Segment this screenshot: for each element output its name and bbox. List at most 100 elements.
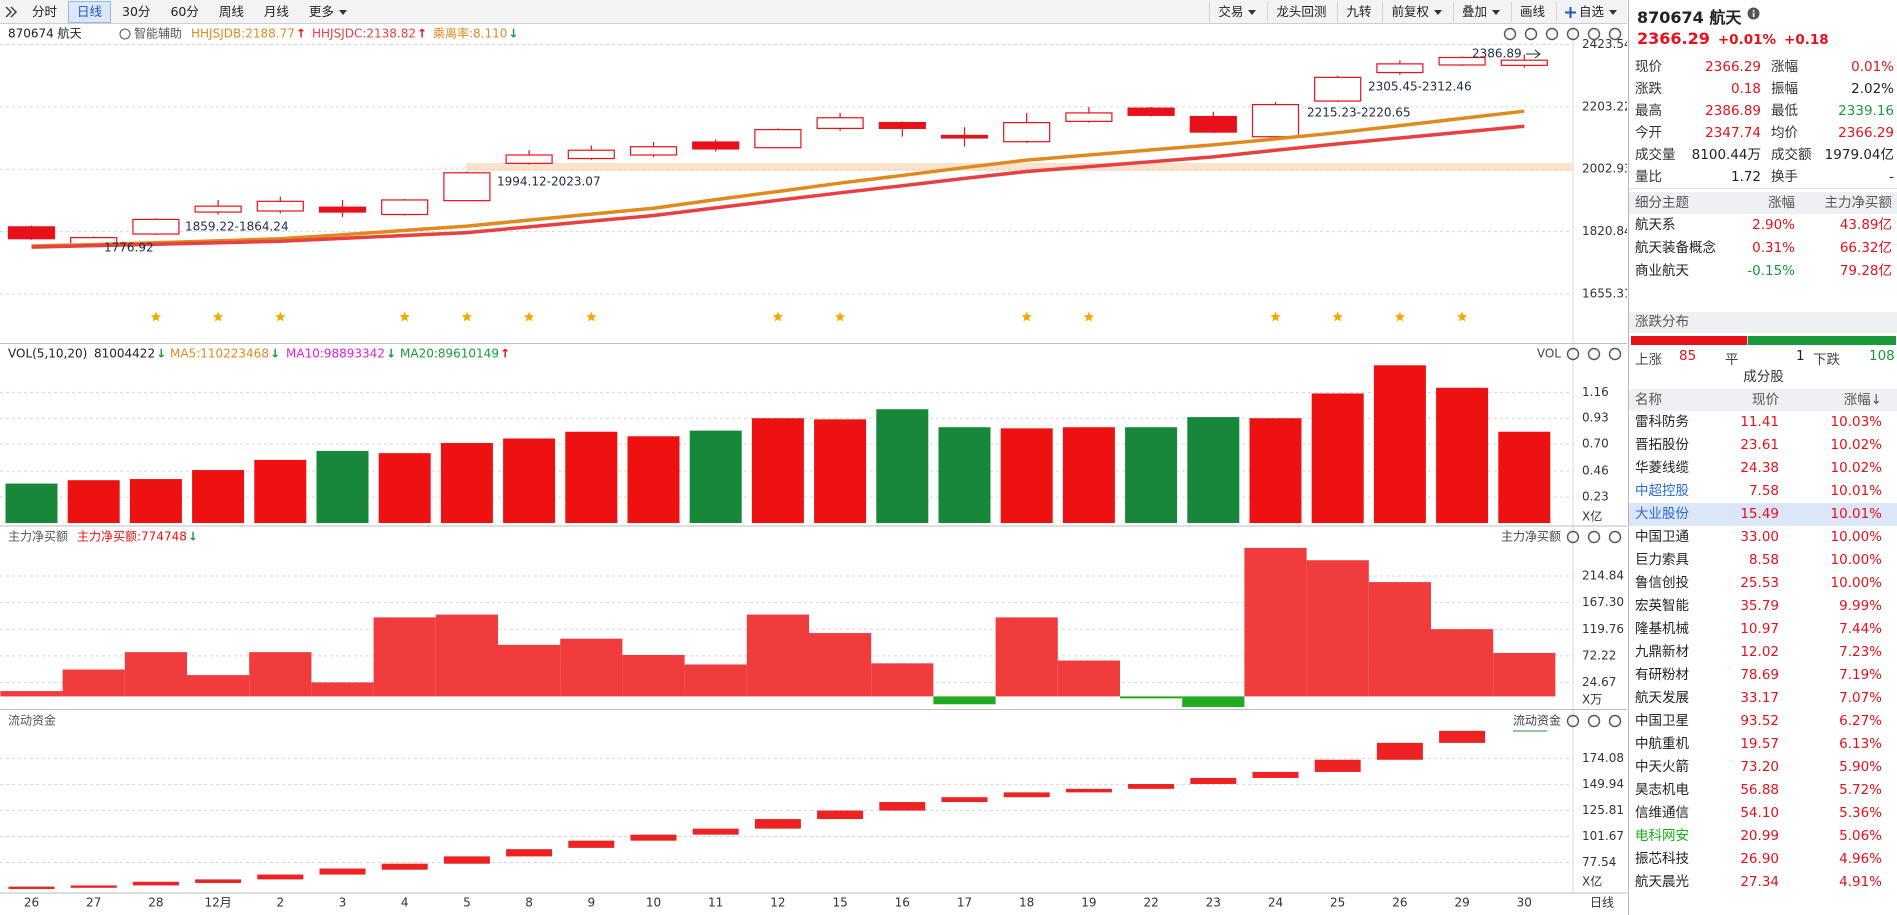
toolbar: 分时 日线 30分 60分 周线 月线 更多 交易 龙头回测 九转 前复权 叠加 画线 自选: [0, 0, 1627, 24]
stock-row[interactable]: 中国卫星 93.52 6.27%: [1629, 710, 1897, 733]
panel-icon[interactable]: [1608, 530, 1622, 544]
last-price: 2366.29: [1637, 29, 1710, 48]
flow-bar: [132, 881, 179, 886]
stock-row[interactable]: 华菱线缆 24.38 10.02%: [1629, 457, 1897, 480]
stock-row[interactable]: 鲁信创投 25.53 10.00%: [1629, 572, 1897, 595]
period-tab[interactable]: 60分: [170, 3, 199, 19]
tool-button[interactable]: 九转: [1337, 0, 1380, 23]
tool-label: 交易: [1218, 3, 1244, 19]
stat-label: 今开: [1635, 125, 1662, 141]
unit-label: X亿: [1582, 874, 1602, 889]
stock-row[interactable]: 巨力索具 8.58 10.00%: [1629, 549, 1897, 572]
stock-row[interactable]: 电科网安 20.99 5.06%: [1629, 825, 1897, 848]
candle-body: [1438, 56, 1486, 66]
panel-icon[interactable]: [1608, 714, 1622, 728]
stock-row[interactable]: 宏英智能 35.79 9.99%: [1629, 595, 1897, 618]
stock-change: 5.72%: [1839, 782, 1882, 798]
stock-row[interactable]: 有研粉材 78.69 7.19%: [1629, 664, 1897, 687]
theme-cell: 43.89亿: [1839, 217, 1892, 233]
tool-button[interactable]: 画线: [1510, 0, 1554, 23]
panel-title: VOL(5,10,20): [8, 347, 87, 361]
tool-button[interactable]: 叠加: [1452, 0, 1509, 23]
y-tick-label: 0.46: [1582, 464, 1609, 478]
tool-button[interactable]: 交易: [1209, 0, 1265, 23]
period-tab[interactable]: 周线: [218, 3, 244, 19]
candle-body: [1003, 121, 1051, 143]
stock-row[interactable]: 中超控股 7.58 10.01%: [1629, 480, 1897, 503]
tool-button[interactable]: 前复权: [1382, 0, 1451, 23]
bar: [254, 459, 307, 523]
stock-row[interactable]: 中天火箭 73.20 5.90%: [1629, 756, 1897, 779]
distribution-label: 1: [1796, 348, 1805, 364]
info-icon[interactable]: [1747, 7, 1760, 20]
period-tab[interactable]: 30分: [122, 3, 151, 19]
stock-row[interactable]: 中国卫通 33.00 10.00%: [1629, 526, 1897, 549]
period-tabs: 分时 日线 30分 60分 周线 月线 更多: [22, 0, 357, 23]
collapse-icon[interactable]: [0, 2, 22, 22]
stock-row[interactable]: 大业股份 15.49 10.01%: [1629, 503, 1897, 526]
stock-row[interactable]: 信维通信 54.10 5.36%: [1629, 802, 1897, 825]
x-tick-label: 15: [832, 896, 847, 910]
period-tab[interactable]: 月线: [263, 3, 289, 19]
panel-icon[interactable]: [1503, 27, 1517, 41]
stock-name: 中国卫星: [1635, 713, 1689, 729]
tool-button[interactable]: 自选: [1555, 0, 1626, 23]
stock-change: 5.36%: [1839, 805, 1882, 821]
price-annotation: 1994.12-2023.07: [497, 175, 601, 189]
bar: [67, 480, 120, 523]
stat-value: 2339.16: [1838, 103, 1894, 119]
stock-row[interactable]: 昊志机电 56.88 5.72%: [1629, 779, 1897, 802]
period-tab[interactable]: 日线: [68, 0, 112, 23]
panel-icon[interactable]: [1587, 530, 1601, 544]
bar: [5, 483, 58, 523]
tool-button[interactable]: 龙头回测: [1267, 0, 1335, 23]
legend-arrow: ↓: [156, 347, 166, 361]
theme-table: 细分主题 涨幅 主力净买额 航天系 2.90% 43.89亿 航天装备概念 0.31% 66.3…: [1629, 192, 1897, 283]
x-axis-label: 日线: [1590, 896, 1614, 910]
bar: [1498, 431, 1551, 523]
stock-row[interactable]: 隆基机械 10.97 7.44%: [1629, 618, 1897, 641]
stat-label: 成交量: [1635, 147, 1676, 163]
assist-toggle[interactable]: [119, 28, 131, 40]
stock-name: 航天晨光: [1635, 874, 1689, 890]
y-tick-label: 72.22: [1582, 648, 1616, 662]
y-tick-label: 0.93: [1582, 411, 1609, 425]
stock-row[interactable]: 雷科防务 11.41 10.03%: [1629, 411, 1897, 434]
flow-bar: [1190, 777, 1237, 784]
stock-row[interactable]: 振芯科技 26.90 4.96%: [1629, 848, 1897, 871]
bar: [129, 479, 182, 523]
stock-price: 11.41: [1740, 414, 1779, 430]
theme-row[interactable]: 航天系 2.90% 43.89亿: [1629, 214, 1897, 237]
period-tab[interactable]: 分时: [32, 3, 58, 19]
panel-icon[interactable]: [1524, 27, 1538, 41]
panel-icon[interactable]: [1587, 714, 1601, 728]
panel-icon[interactable]: [1587, 27, 1601, 41]
panel-icon[interactable]: [1566, 714, 1580, 728]
signal-star: [399, 311, 410, 322]
stock-change: 6.13%: [1839, 736, 1882, 752]
stock-row[interactable]: 航天发展 33.17 7.07%: [1629, 687, 1897, 710]
bar: [435, 614, 498, 697]
panel-icon[interactable]: [1587, 347, 1601, 361]
stock-row[interactable]: 晋拓股份 23.61 10.02%: [1629, 434, 1897, 457]
period-tab[interactable]: 更多: [300, 1, 356, 23]
bar: [1000, 428, 1053, 523]
panel-icon[interactable]: [1545, 27, 1559, 41]
panel-icon[interactable]: [1566, 347, 1580, 361]
distribution-title: 涨跌分布: [1629, 312, 1897, 333]
panel-icon[interactable]: [1608, 347, 1622, 361]
stock-name: 870674 航天: [1637, 8, 1742, 27]
panel-icon[interactable]: [1566, 27, 1580, 41]
change-pct: +0.01%: [1717, 32, 1777, 48]
panel-icon[interactable]: [1608, 27, 1622, 41]
candle-body: [318, 206, 367, 213]
theme-row[interactable]: 航天装备概念 0.31% 66.32亿: [1629, 237, 1897, 260]
panel-icon[interactable]: [1566, 530, 1580, 544]
stock-change: 7.23%: [1839, 644, 1882, 660]
theme-row[interactable]: 商业航天 -0.15% 79.28亿: [1629, 260, 1897, 283]
stock-row[interactable]: 中航重机 19.57 6.13%: [1629, 733, 1897, 756]
stock-row[interactable]: 航天晨光 27.34 4.91%: [1629, 871, 1897, 894]
header-cell[interactable]: 涨幅↓: [1843, 392, 1882, 408]
stock-change: 5.06%: [1839, 828, 1882, 844]
stock-row[interactable]: 九鼎新材 12.02 7.23%: [1629, 641, 1897, 664]
